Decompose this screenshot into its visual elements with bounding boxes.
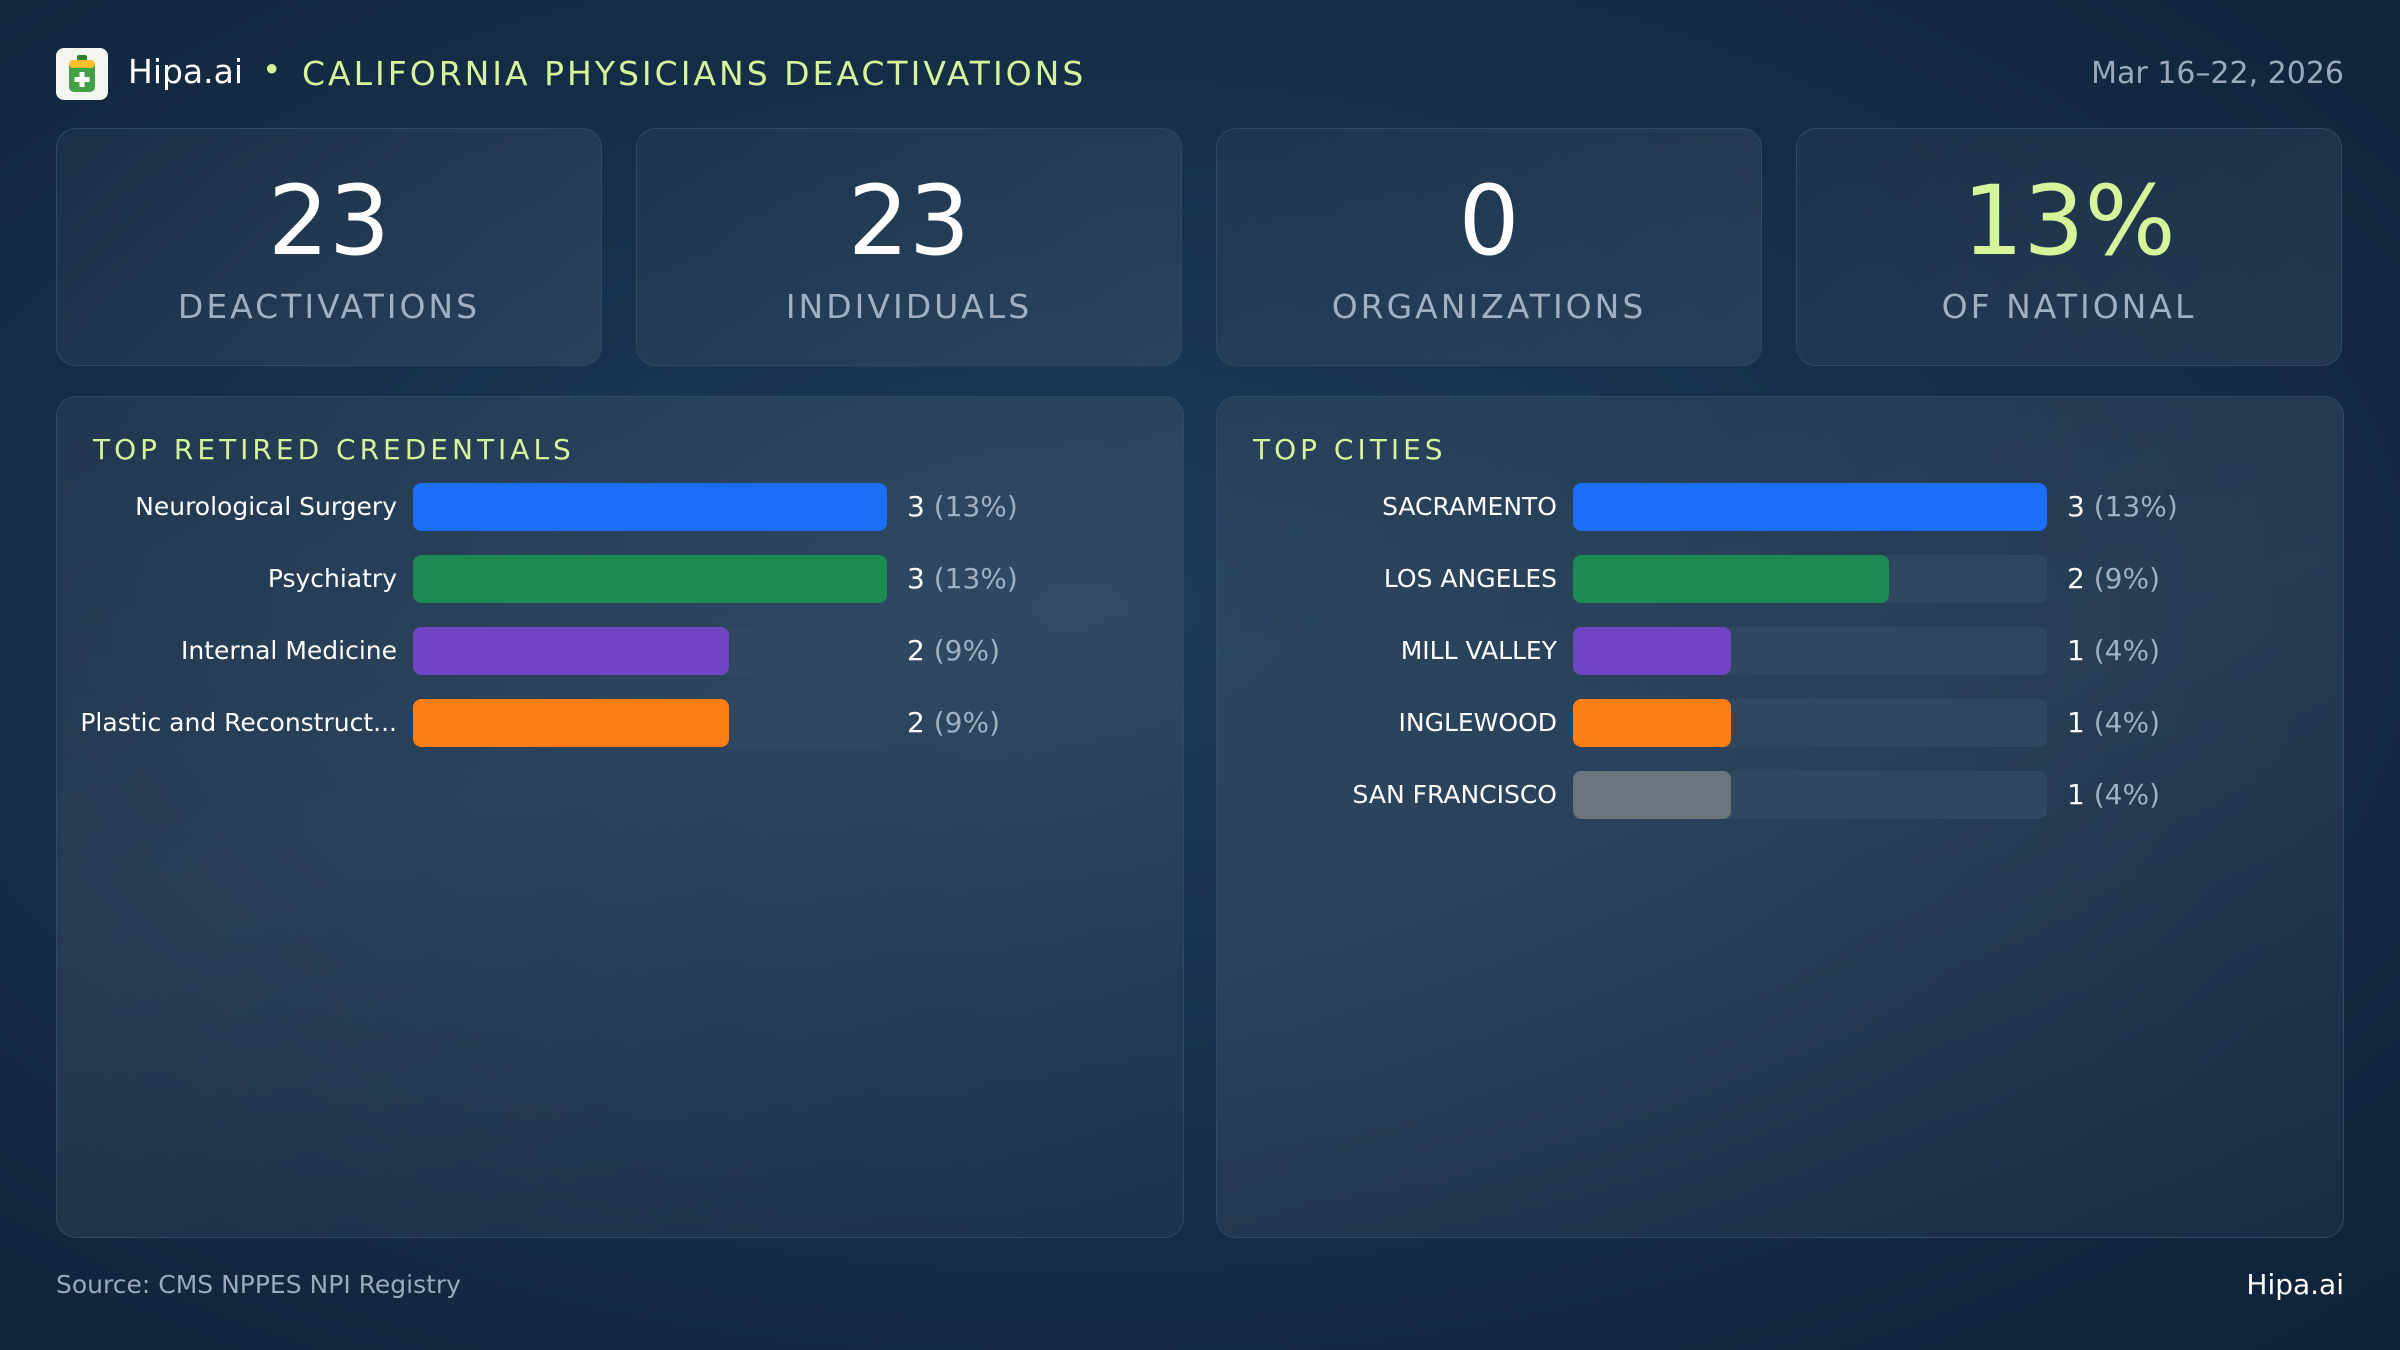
bar-percent: (13%) [2084,490,2178,523]
source-note: Source: CMS NPPES NPI Registry [56,1270,461,1299]
bar-value: 2 [907,634,925,667]
bar-row: MILL VALLEY 1 (4%) [1217,627,2343,675]
logo [56,48,108,100]
bar-row: SAN FRANCISCO 1 (4%) [1217,771,2343,819]
bar-category-label: LOS ANGELES [1383,564,1557,593]
title-separator: • [262,50,282,89]
kpi-card-of-national: 13% OF NATIONAL [1796,128,2342,366]
bar-value: 2 [2067,562,2085,595]
bar [413,483,887,531]
bar-row: SACRAMENTO 3 (13%) [1217,483,2343,531]
bar [1573,699,1731,747]
bar-value: 3 [2067,490,2085,523]
bar-value-label: 3 (13%) [907,489,1018,525]
kpi-label: OF NATIONAL [1941,287,2197,326]
bar-track [1573,555,2047,603]
kpi-value: 0 [1458,165,1520,277]
kpi-card-individuals: 23 INDIVIDUALS [636,128,1182,366]
bar-category-label: SACRAMENTO [1382,492,1557,521]
bar-track [1573,699,2047,747]
credentials-panel: TOP RETIRED CREDENTIALS Neurological Sur… [56,396,1184,1238]
bar-category-label: SAN FRANCISCO [1352,780,1557,809]
bar [1573,627,1731,675]
bar-value-label: 2 (9%) [2067,561,2160,597]
bar-category-label: Neurological Surgery [135,492,397,521]
bar [1573,483,2047,531]
page-title: CALIFORNIA PHYSICIANS DEACTIVATIONS [302,54,1087,93]
bar-category-label: INGLEWOOD [1398,708,1558,737]
bar-value-label: 1 (4%) [2067,705,2160,741]
bar-value: 3 [907,562,925,595]
bar-value-label: 3 (13%) [2067,489,2178,525]
bar-percent: (13%) [924,490,1018,523]
bar-percent: (13%) [924,562,1018,595]
bar-category-label: Plastic and Reconstruct... [80,708,397,737]
bar-value-label: 2 (9%) [907,705,1000,741]
footer-brand: Hipa.ai [2246,1268,2344,1301]
bar-track [1573,771,2047,819]
date-range: Mar 16–22, 2026 [2091,56,2344,91]
bar-value: 3 [907,490,925,523]
bar-row: Plastic and Reconstruct... 2 (9%) [57,699,1183,747]
bar-row: LOS ANGELES 2 (9%) [1217,555,2343,603]
bar-value: 1 [2067,634,2085,667]
bar [413,699,729,747]
kpi-label: ORGANIZATIONS [1331,287,1647,326]
bar-track [413,699,887,747]
bar-track [413,483,887,531]
bar-track [1573,483,2047,531]
bar-value-label: 3 (13%) [907,561,1018,597]
bar-category-label: MILL VALLEY [1400,636,1557,665]
bar-value-label: 1 (4%) [2067,633,2160,669]
bar-percent: (4%) [2084,634,2160,667]
bar-value-label: 1 (4%) [2067,777,2160,813]
bar-row: Psychiatry 3 (13%) [57,555,1183,603]
panel-title: TOP RETIRED CREDENTIALS [93,433,575,466]
bar-value: 1 [2067,706,2085,739]
bar-percent: (9%) [2084,562,2160,595]
bar-row: Neurological Surgery 3 (13%) [57,483,1183,531]
bar-value: 1 [2067,778,2085,811]
bar [413,627,729,675]
bar-category-label: Psychiatry [267,564,397,593]
kpi-card-deactivations: 23 DEACTIVATIONS [56,128,602,366]
bar-row: Internal Medicine 2 (9%) [57,627,1183,675]
bar-track [413,627,887,675]
kpi-label: DEACTIVATIONS [177,287,481,326]
kpi-label: INDIVIDUALS [785,287,1033,326]
bar [1573,771,1731,819]
bar-percent: (9%) [924,634,1000,667]
bar [413,555,887,603]
brand-name: Hipa.ai [128,52,244,91]
bar-row: INGLEWOOD 1 (4%) [1217,699,2343,747]
bar-track [1573,627,2047,675]
kpi-value: 13% [1962,165,2176,277]
kpi-value: 23 [847,165,971,277]
panel-title: TOP CITIES [1253,433,1447,466]
bar-value-label: 2 (9%) [907,633,1000,669]
bar-percent: (4%) [2084,778,2160,811]
bar-track [413,555,887,603]
bar-percent: (4%) [2084,706,2160,739]
header: Hipa.ai • CALIFORNIA PHYSICIANS DEACTIVA… [56,46,2344,102]
bar-category-label: Internal Medicine [181,636,397,665]
kpi-value: 23 [267,165,391,277]
bar-percent: (9%) [924,706,1000,739]
kpi-card-organizations: 0 ORGANIZATIONS [1216,128,1762,366]
medical-bag-icon [69,55,95,92]
bar [1573,555,1889,603]
cities-panel: TOP CITIES SACRAMENTO 3 (13%) LOS ANGELES 2… [1216,396,2344,1238]
bar-value: 2 [907,706,925,739]
